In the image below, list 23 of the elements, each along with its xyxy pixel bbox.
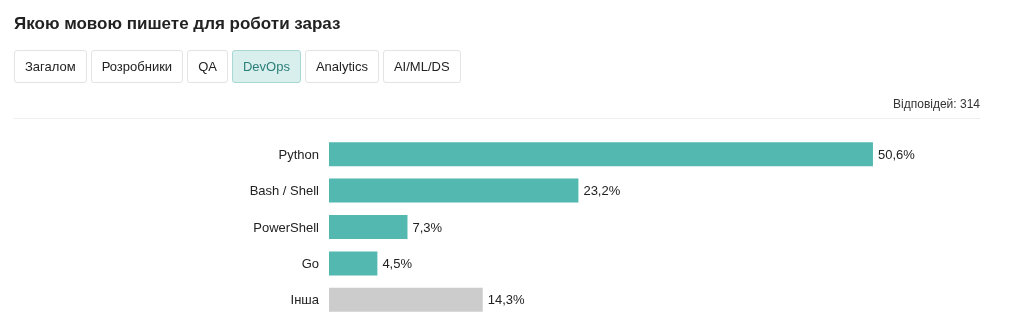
bar bbox=[329, 251, 378, 276]
bar bbox=[329, 215, 408, 239]
data-label: 7,3% bbox=[412, 219, 443, 235]
text: Загалом bbox=[14, 50, 87, 83]
y-tick-label: Інша bbox=[290, 292, 320, 308]
y-tick-label: Go bbox=[301, 255, 319, 271]
data-label: 4,5% bbox=[382, 255, 413, 271]
text: AI/ML/DS bbox=[382, 50, 461, 83]
data-label: 50,6% bbox=[877, 146, 916, 162]
y-tick-label: Python bbox=[278, 146, 319, 162]
bar bbox=[329, 287, 483, 312]
text: Якою мовою пишете для роботи зараз bbox=[14, 14, 341, 34]
bar bbox=[329, 178, 579, 203]
text: QA bbox=[187, 50, 228, 83]
text: Analytics bbox=[304, 50, 379, 83]
data-label: 23,2% bbox=[583, 183, 621, 199]
y-tick-label: Bash / Shell bbox=[249, 183, 320, 199]
data-label: 14,3% bbox=[487, 292, 526, 308]
text: Розробники bbox=[90, 50, 184, 83]
text: DevOps bbox=[231, 50, 301, 83]
text: Відповідей: 314 bbox=[893, 97, 980, 111]
y-tick-label: PowerShell bbox=[253, 219, 320, 235]
bar bbox=[329, 142, 873, 167]
